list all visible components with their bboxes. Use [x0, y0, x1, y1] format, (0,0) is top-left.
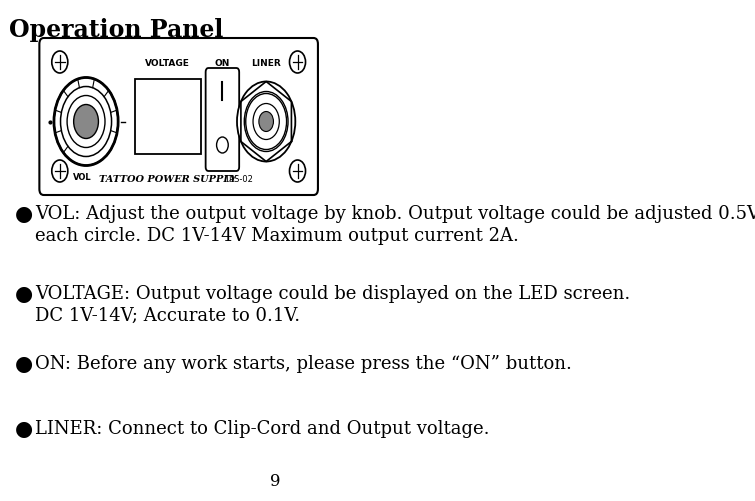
- Circle shape: [67, 96, 105, 148]
- Text: 9: 9: [270, 472, 281, 489]
- Text: ●: ●: [14, 204, 32, 223]
- Bar: [135, 80, 201, 155]
- Circle shape: [259, 112, 273, 132]
- Circle shape: [237, 82, 295, 162]
- FancyBboxPatch shape: [39, 39, 318, 195]
- Circle shape: [289, 161, 306, 183]
- Text: TATTOO POWER SUPPLY: TATTOO POWER SUPPLY: [99, 175, 236, 184]
- Text: ●: ●: [14, 419, 32, 438]
- Circle shape: [245, 94, 287, 150]
- Circle shape: [289, 52, 306, 74]
- Text: LINER: LINER: [251, 59, 281, 68]
- Text: TPS-02: TPS-02: [223, 175, 252, 184]
- Text: VOL: Adjust the output voltage by knob. Output voltage could be adjusted 0.5V by: VOL: Adjust the output voltage by knob. …: [35, 204, 755, 222]
- Circle shape: [253, 104, 279, 140]
- Text: LINER: Connect to Clip-Cord and Output voltage.: LINER: Connect to Clip-Cord and Output v…: [35, 419, 489, 437]
- Text: ON: Before any work starts, please press the “ON” button.: ON: Before any work starts, please press…: [35, 354, 572, 372]
- Circle shape: [54, 78, 118, 166]
- Circle shape: [52, 161, 68, 183]
- FancyBboxPatch shape: [205, 69, 239, 172]
- Circle shape: [217, 138, 228, 154]
- Text: DC 1V-14V; Accurate to 0.1V.: DC 1V-14V; Accurate to 0.1V.: [35, 307, 300, 324]
- Text: Operation Panel: Operation Panel: [9, 18, 223, 42]
- Circle shape: [52, 52, 68, 74]
- Text: VOLTAGE: Output voltage could be displayed on the LED screen.: VOLTAGE: Output voltage could be display…: [35, 285, 630, 303]
- Text: VOLTAGE: VOLTAGE: [145, 59, 190, 68]
- Text: VOL: VOL: [73, 173, 91, 182]
- Text: ON: ON: [214, 59, 230, 68]
- Text: ●: ●: [14, 354, 32, 373]
- Circle shape: [74, 105, 98, 139]
- Text: ●: ●: [14, 285, 32, 304]
- Circle shape: [245, 92, 288, 152]
- Circle shape: [60, 87, 112, 157]
- Text: each circle. DC 1V-14V Maximum output current 2A.: each circle. DC 1V-14V Maximum output cu…: [35, 226, 519, 244]
